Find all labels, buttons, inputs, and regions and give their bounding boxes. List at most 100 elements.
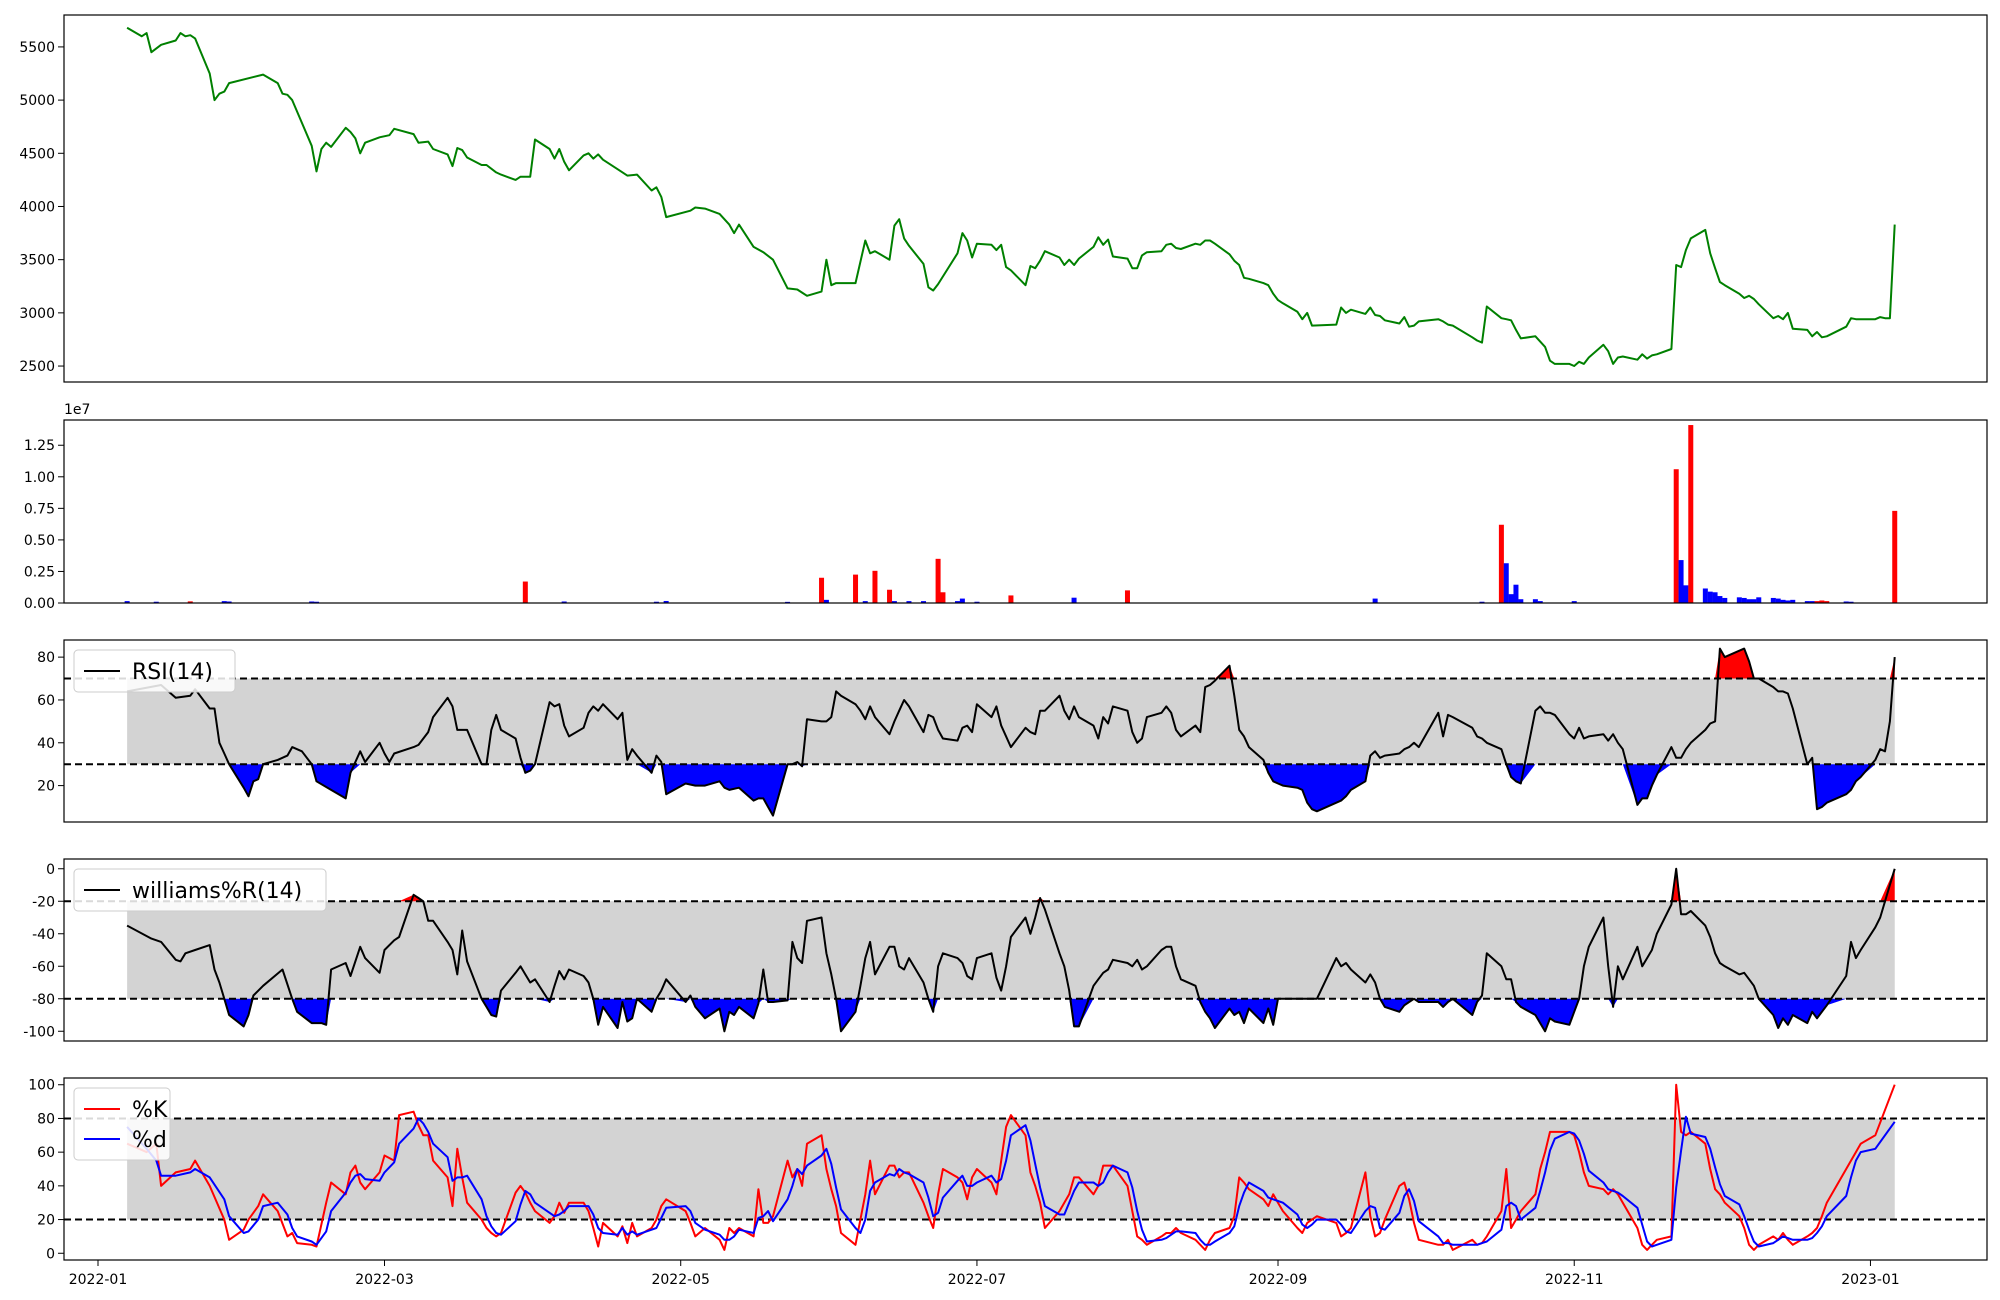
volume-bar bbox=[1532, 599, 1538, 603]
volume-bar bbox=[1678, 560, 1684, 603]
legend: RSI(14) bbox=[73, 649, 236, 693]
series-line--k bbox=[126, 1083, 1896, 1251]
volume-bar bbox=[1814, 601, 1820, 603]
volume-bar bbox=[872, 570, 878, 603]
y-tick-label: -80 bbox=[32, 992, 55, 1008]
volume-bar bbox=[906, 601, 912, 603]
volume-bar bbox=[1819, 600, 1825, 603]
legend-label: RSI(14) bbox=[132, 660, 213, 685]
volume-bar bbox=[1717, 596, 1723, 603]
volume-bar bbox=[1892, 510, 1898, 603]
volume-bar bbox=[1780, 599, 1786, 603]
volume-bar bbox=[935, 558, 941, 603]
volume-bar bbox=[1124, 590, 1130, 603]
y-tick-label: 0.75 bbox=[24, 501, 55, 517]
volume-bar bbox=[187, 601, 193, 603]
volume-bar bbox=[1673, 469, 1679, 603]
y-tick-label: 1.25 bbox=[24, 438, 55, 454]
legend-label: williams%R(14) bbox=[132, 879, 302, 904]
volume-bar bbox=[1790, 599, 1796, 603]
threshold-band bbox=[127, 1118, 1895, 1220]
volume-bar bbox=[309, 601, 315, 603]
y-tick-label: 0.50 bbox=[24, 533, 55, 549]
volume-bar bbox=[1503, 563, 1509, 603]
volume-bar bbox=[1518, 599, 1524, 603]
x-tick-label: 2023-01 bbox=[1841, 1272, 1900, 1288]
volume-bar bbox=[1372, 598, 1378, 603]
series-line--d bbox=[126, 1115, 1896, 1248]
series-line-rsi-14- bbox=[126, 647, 1896, 817]
volume-bar bbox=[1843, 601, 1849, 603]
volume-bar bbox=[1498, 524, 1504, 603]
volume-bar bbox=[1751, 599, 1757, 603]
legend: williams%R(14) bbox=[73, 868, 327, 912]
panel-williams: -100 -80 -60 -40 -20 0 williams%R(14) bbox=[23, 858, 1988, 1042]
plot-area-price bbox=[126, 26, 1896, 367]
panel-volume: 0.00 0.25 0.50 0.75 1.00 1.25 1e7 bbox=[24, 402, 1988, 612]
volume-bar bbox=[314, 601, 320, 603]
y-tick-label: 80 bbox=[37, 650, 55, 666]
y-tick-label: 5000 bbox=[19, 93, 55, 109]
plot-area-williams bbox=[64, 867, 1987, 1033]
y-tick-label: 40 bbox=[37, 736, 55, 752]
volume-bar bbox=[153, 601, 159, 603]
volume-bar bbox=[1775, 598, 1781, 603]
y-tick-label: 60 bbox=[37, 1145, 55, 1161]
plot-area-volume bbox=[124, 425, 1898, 603]
y-tick-label: 0.00 bbox=[24, 596, 55, 612]
oversold-fill bbox=[127, 998, 1895, 1032]
volume-bar bbox=[1756, 597, 1762, 603]
y-tick-label: -40 bbox=[32, 927, 55, 943]
y-tick-label: 0 bbox=[46, 862, 55, 878]
volume-bar bbox=[1848, 601, 1854, 603]
volume-bar bbox=[653, 601, 659, 603]
y-tick-label: 60 bbox=[37, 693, 55, 709]
volume-bar bbox=[1537, 601, 1543, 603]
plot-area-stochastic bbox=[64, 1083, 1987, 1251]
volume-bar bbox=[891, 601, 897, 603]
legend-box bbox=[73, 868, 327, 912]
volume-bar bbox=[853, 574, 859, 603]
y-tick-label: -20 bbox=[32, 894, 55, 910]
legend-box bbox=[73, 1087, 171, 1161]
volume-bar bbox=[1513, 584, 1519, 603]
x-tick-label: 2022-05 bbox=[651, 1272, 710, 1288]
legend-label: %K bbox=[132, 1098, 168, 1123]
volume-bar bbox=[124, 601, 130, 603]
volume-bar bbox=[1804, 601, 1810, 603]
volume-bar bbox=[1008, 595, 1014, 603]
volume-bar bbox=[1571, 601, 1577, 603]
volume-bar bbox=[862, 601, 868, 603]
panel-price: 2500 3000 3500 4000 4500 5000 5500 bbox=[19, 14, 1988, 383]
legend-box bbox=[73, 649, 236, 693]
volume-bar bbox=[561, 601, 567, 603]
volume-bar bbox=[226, 601, 232, 603]
volume-bar bbox=[1683, 585, 1689, 603]
volume-bar bbox=[1809, 601, 1815, 603]
x-tick-label: 2022-01 bbox=[69, 1272, 128, 1288]
volume-bar bbox=[221, 601, 227, 603]
y-tick-label: 4000 bbox=[19, 199, 55, 215]
volume-bar bbox=[1479, 601, 1485, 603]
volume-bar bbox=[887, 589, 893, 603]
volume-bar bbox=[1736, 597, 1742, 603]
y-tick-label: 1.00 bbox=[24, 470, 55, 486]
volume-bar bbox=[940, 592, 946, 603]
y-tick-label: 0.25 bbox=[24, 564, 55, 580]
y-tick-label: 20 bbox=[37, 1213, 55, 1229]
axes-frame bbox=[63, 1077, 1988, 1261]
volume-bar bbox=[1824, 601, 1830, 603]
series-line bbox=[126, 26, 1896, 367]
x-tick-label: 2022-07 bbox=[948, 1272, 1007, 1288]
volume-bar bbox=[663, 600, 669, 603]
x-tick-label: 2022-11 bbox=[1545, 1272, 1604, 1288]
volume-bar bbox=[819, 577, 825, 603]
y-tick-label: 0 bbox=[46, 1246, 55, 1262]
panel-rsi: 20 40 60 80 RSI(14) bbox=[37, 639, 1988, 823]
x-tick-label: 2022-09 bbox=[1249, 1272, 1308, 1288]
volume-bar bbox=[1707, 591, 1713, 603]
x-tick-label: 2022-03 bbox=[355, 1272, 414, 1288]
y-tick-label: 3000 bbox=[19, 306, 55, 322]
volume-bar bbox=[823, 599, 829, 603]
y-tick-label: 20 bbox=[37, 779, 55, 795]
